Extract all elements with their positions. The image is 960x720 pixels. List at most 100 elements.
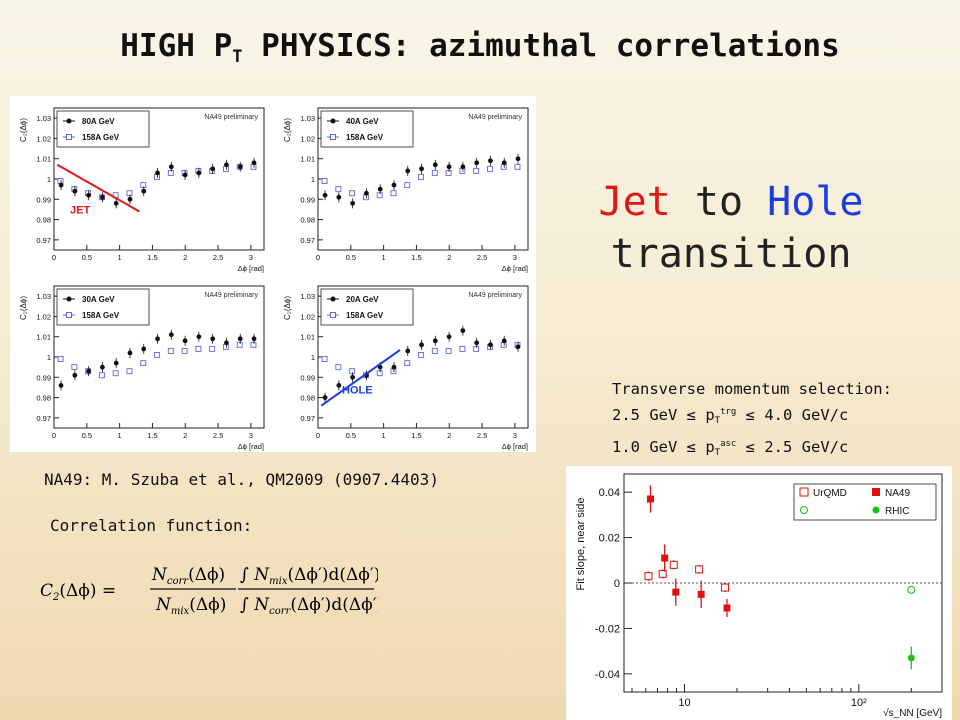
x-tick-label: 2.5 [213,431,223,440]
x-tick-label: 0.5 [346,431,356,440]
data-point-urqmd [658,569,667,578]
y-axis-label: C₂(Δϕ) [283,296,292,320]
legend-box [56,110,150,148]
data-point-closed [446,164,452,170]
data-point-closed [377,186,383,192]
y-tick-label: 1.03 [300,114,315,123]
correlation-formula: C2(Δϕ) = Ncorr(Δϕ) Nmix(Δϕ) ∫ Nmix(Δϕ′)d… [40,565,378,617]
data-point-closed [432,162,438,168]
chart-bottom-right: 0.97 0.98 0.99 1 1.01 1.02 1.03 0 0.5 1 1.5 2 2.5 3 Δϕ… [283,285,529,451]
data-point-urqmd [695,565,704,574]
y-axis-label: C₂(Δϕ) [19,296,28,320]
x-tick-label: 0.5 [82,253,92,262]
correlation-function-label: Correlation function: [50,516,253,535]
subplot-bottom-right: 0.97 0.98 0.99 1 1.01 1.02 1.03 0 0.5 1 1.5 2 2.5 3 Δϕ… [276,276,534,452]
legend-marker-open [330,134,336,140]
x-tick-label: 0.5 [82,431,92,440]
reference-citation: NA49: M. Szuba et al., QM2009 (0907.4403… [44,470,439,489]
y-tick-label: 1 [47,353,51,362]
data-point-open [376,370,383,377]
data-point-open [445,347,452,354]
x-tick-label: 1 [118,253,122,262]
x-tick-label: 1.5 [147,431,157,440]
data-point-closed [210,336,216,342]
data-point-na49 [661,554,669,562]
data-point-open [431,169,438,176]
selection-associated: 1.0 GeV ≤ pTasc ≤ 2.5 GeV/c [612,433,892,465]
data-point-closed [364,190,369,196]
y-tick-label: 0.99 [36,195,51,204]
y-tick-label: 0.04 [599,487,620,499]
data-point-closed [474,160,480,166]
data-point-closed [86,192,92,198]
legend-label: 20A GeV [346,295,379,304]
correlation-plots-panel: 0.97 0.98 0.99 1 1.01 1.02 1.03 0 0.5 1 1.5 2 2.5 3 Δϕ… [10,96,536,452]
selection-trigger: 2.5 GeV ≤ pTtrg ≤ 4.0 GeV/c [612,401,892,433]
legend-label: 158A GeV [346,133,384,142]
x-tick-label: 3 [249,431,253,440]
x-tick-label: 10² [851,697,867,709]
x-tick-label: 3 [513,253,517,262]
legend-box [320,110,414,148]
data-point-open [404,182,411,189]
x-axis-label: √s_NN [GeV] [883,707,942,719]
x-tick-label: 1 [382,253,386,262]
legend-box [56,288,150,326]
data-point-closed [488,342,493,348]
selection-assoc-sup: asc [720,439,737,449]
y-tick-label: 1.01 [300,333,315,342]
data-point-open [390,190,397,197]
data-point-closed [251,336,257,342]
data-point-rhic [907,654,915,662]
legend-label: NA49 [885,488,910,499]
data-point-open-circle [907,585,916,594]
x-tick-label: 3 [249,253,253,262]
data-point-closed [405,348,411,354]
data-point-closed [237,164,243,170]
data-point-open [167,169,174,176]
data-point-open [236,341,243,348]
data-point-closed [72,372,78,378]
selection-assoc-text: 1.0 GeV ≤ p [612,438,715,456]
data-point-closed [322,395,328,400]
y-tick-label: 1.03 [300,292,315,301]
y-tick-label: 0.98 [36,216,51,225]
y-tick-label: 0.98 [300,216,315,225]
selection-assoc-sub: T [714,448,721,458]
data-point-open [459,345,466,352]
data-point-closed [168,332,174,338]
legend-label: 158A GeV [346,311,384,320]
legend-marker-closed [330,296,336,302]
legend-box [320,288,414,326]
data-point-closed [460,164,466,170]
momentum-selection: Transverse momentum selection: 2.5 GeV ≤… [612,378,892,465]
jet-trend-line [56,163,140,213]
data-point-closed [141,346,147,352]
selection-trigger-end: ≤ 4.0 GeV/c [736,406,849,424]
data-point-closed [322,192,328,198]
legend-marker-rhic [872,506,880,514]
data-point-open [418,174,424,180]
data-point-open [376,192,383,199]
data-point-closed [336,194,342,200]
legend-marker-closed [330,118,336,124]
y-tick-label: -0.02 [595,623,620,635]
y-tick-label: 0.97 [300,236,315,245]
headline-line2: transition [610,231,852,277]
data-point-open [57,356,64,362]
data-point-closed [127,350,133,356]
y-tick-label: 0.98 [300,394,315,403]
data-point-closed [501,338,507,344]
x-tick-label: 2.5 [213,253,223,262]
jet-annotation: JET [70,204,90,216]
data-point-closed [391,364,397,370]
y-tick-label: 1.02 [300,312,315,321]
data-point-closed [251,160,257,166]
data-point-closed [224,162,229,168]
selection-trigger-text: 2.5 GeV ≤ p [612,406,715,424]
legend-marker-na49 [872,488,880,496]
y-tick-label: 1 [47,175,51,184]
y-tick-label: 1.02 [36,312,51,321]
data-point-open [349,190,356,197]
data-point-closed [419,166,424,172]
